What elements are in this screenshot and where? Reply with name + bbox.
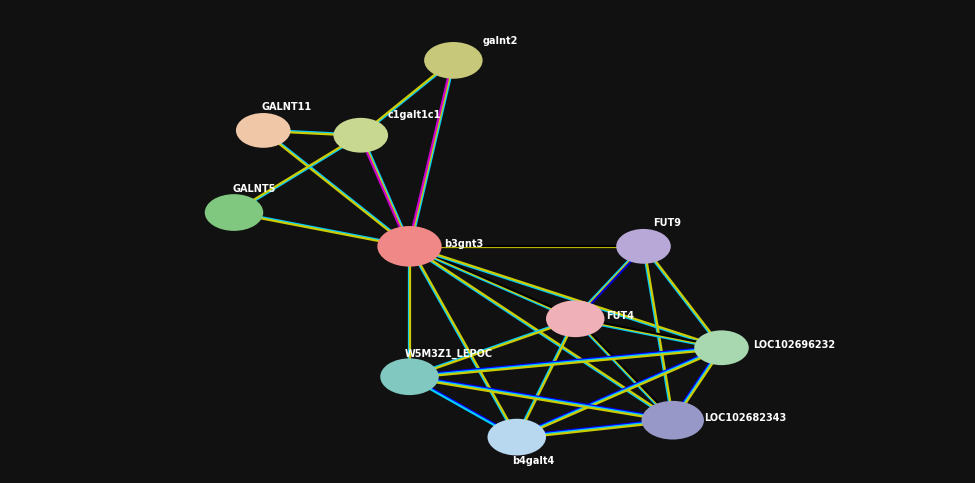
Ellipse shape [694,330,749,365]
Ellipse shape [333,118,388,153]
Text: W5M3Z1_LEPOC: W5M3Z1_LEPOC [405,348,492,359]
Ellipse shape [424,42,483,79]
Ellipse shape [236,113,291,148]
Text: c1galt1c1: c1galt1c1 [388,110,442,120]
Ellipse shape [377,226,442,267]
Ellipse shape [546,300,604,337]
Text: GALNT5: GALNT5 [232,185,275,194]
Text: b3gnt3: b3gnt3 [445,239,484,249]
Text: LOC102696232: LOC102696232 [753,341,835,350]
Ellipse shape [488,419,546,455]
Ellipse shape [642,401,704,440]
Text: galnt2: galnt2 [483,36,518,46]
Ellipse shape [205,194,263,231]
Text: GALNT11: GALNT11 [261,102,311,112]
Text: b4galt4: b4galt4 [512,456,554,466]
Text: LOC102682343: LOC102682343 [704,413,786,423]
Ellipse shape [380,358,439,395]
Ellipse shape [616,229,671,264]
Text: FUT4: FUT4 [606,312,635,321]
Text: FUT9: FUT9 [653,218,682,228]
